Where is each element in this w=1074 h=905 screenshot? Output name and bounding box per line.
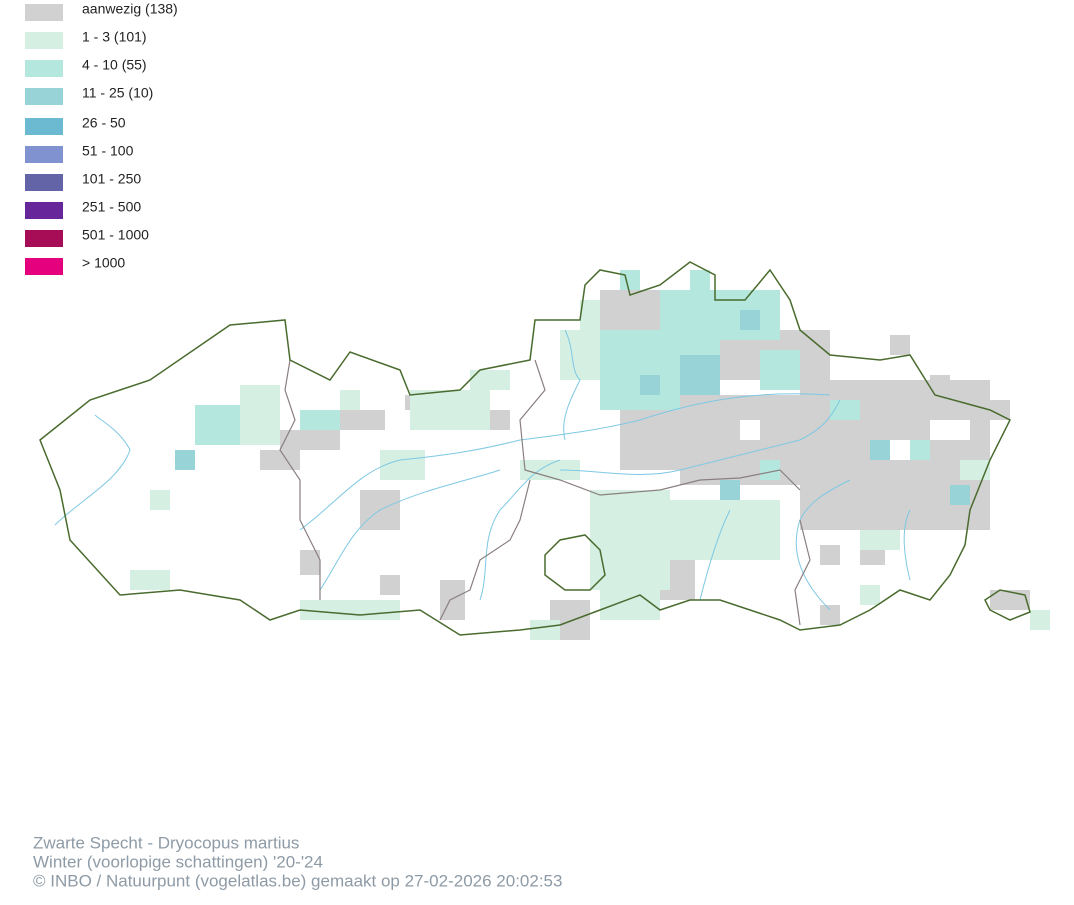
footer: Zwarte Specht - Dryocopus martiusWinter … — [33, 833, 562, 890]
grid-square — [175, 450, 195, 470]
grid-square — [760, 350, 800, 390]
grid-square — [950, 485, 970, 505]
grid-square — [470, 370, 510, 390]
grid-square — [620, 270, 640, 290]
legend-label: 501 - 1000 — [82, 227, 149, 243]
grid-square — [340, 390, 360, 410]
legend-label: > 1000 — [82, 255, 125, 271]
legend: aanwezig (138) 1 - 3 (101) 4 - 10 (55) 11 -… — [25, 1, 178, 275]
grid-square — [380, 450, 425, 480]
grid-square — [660, 290, 720, 330]
grid-square — [300, 550, 320, 575]
grid-square — [740, 500, 780, 560]
legend-label: aanwezig (138) — [82, 1, 178, 17]
grid-square — [910, 440, 930, 460]
grid-square — [740, 420, 760, 440]
grid-square — [960, 460, 990, 480]
grid-square — [340, 410, 385, 430]
grid-square — [890, 335, 910, 355]
grid-square — [690, 270, 710, 290]
grid-square — [640, 375, 660, 395]
grid-square — [760, 460, 780, 480]
rivers — [54, 329, 911, 611]
grid-square — [870, 440, 890, 460]
legend-swatch — [25, 230, 63, 247]
grid-square — [280, 430, 340, 450]
grid-square — [860, 530, 900, 550]
legend-swatch — [25, 174, 63, 191]
legend-swatch — [25, 4, 63, 21]
grid-square — [990, 590, 1030, 610]
grid-square — [580, 300, 600, 330]
footer-line: Zwarte Specht - Dryocopus martius — [33, 833, 299, 852]
grid-square — [130, 570, 170, 590]
grid-square — [490, 410, 510, 430]
legend-label: 4 - 10 (55) — [82, 57, 147, 73]
grid-square — [700, 370, 720, 390]
legend-swatch — [25, 258, 63, 275]
grid-square — [860, 585, 880, 605]
legend-label: 251 - 500 — [82, 199, 141, 215]
grid-square — [240, 385, 280, 445]
grid-square — [440, 580, 465, 620]
grid-square — [300, 410, 340, 430]
grid-square — [530, 620, 560, 640]
grid-square — [410, 390, 490, 430]
legend-swatch — [25, 118, 63, 135]
legend-swatch — [25, 32, 63, 49]
legend-label: 101 - 250 — [82, 171, 141, 187]
grid-square — [720, 480, 740, 500]
legend-label: 51 - 100 — [82, 143, 134, 159]
grid-square — [300, 600, 400, 620]
legend-label: 26 - 50 — [82, 115, 126, 131]
grid-square — [520, 460, 580, 480]
legend-swatch — [25, 88, 63, 105]
enclave-outline — [544, 534, 1031, 621]
grid-square — [150, 490, 170, 510]
grid-square — [600, 590, 660, 620]
footer-line: Winter (voorlopige schattingen) '20-'24 — [33, 852, 323, 871]
grid-square — [380, 575, 400, 595]
grid-square — [820, 545, 840, 565]
legend-label: 1 - 3 (101) — [82, 29, 147, 45]
grid-square — [260, 450, 300, 470]
grid-square — [930, 420, 970, 440]
grid-square — [990, 400, 1010, 420]
grid-square — [600, 290, 660, 330]
grid-squares — [130, 270, 1050, 640]
grid-square — [820, 605, 840, 625]
legend-swatch — [25, 202, 63, 219]
grid-square — [620, 410, 680, 470]
grid-square — [740, 310, 760, 330]
grid-square — [640, 470, 660, 490]
legend-swatch — [25, 146, 63, 163]
grid-square — [195, 405, 240, 445]
legend-swatch — [25, 60, 63, 77]
legend-label: 11 - 25 (10) — [82, 85, 153, 101]
province-borders — [279, 359, 811, 626]
footer-line: © INBO / Natuurpunt (vogelatlas.be) gema… — [33, 871, 562, 890]
grid-square — [890, 440, 910, 460]
grid-square — [1030, 610, 1050, 630]
region-outline — [39, 261, 1012, 636]
